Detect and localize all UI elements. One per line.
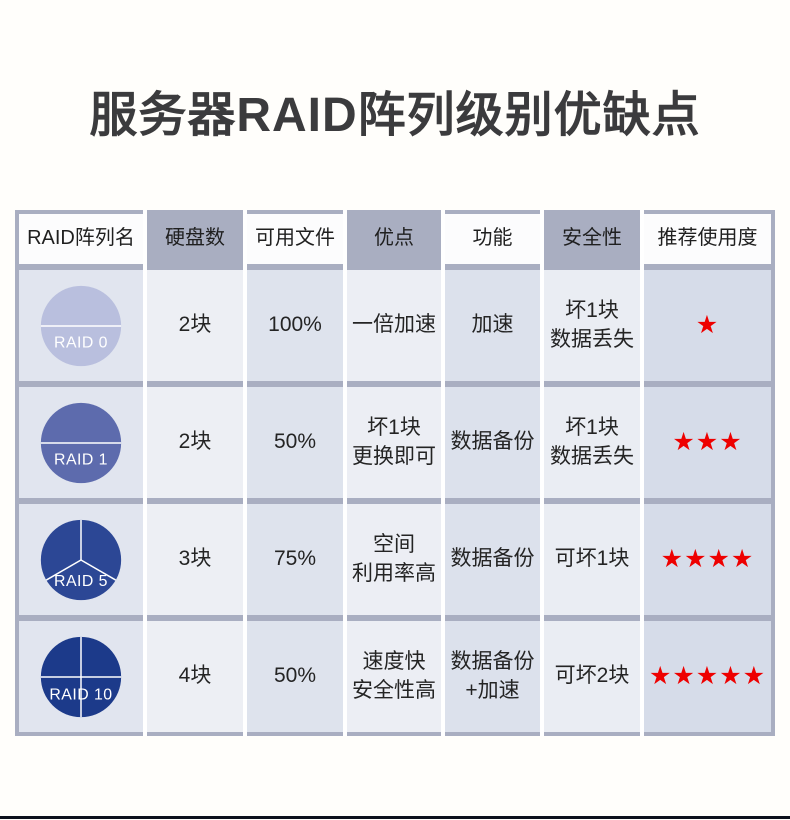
raid0-usable-cell: 100%: [247, 264, 343, 381]
raid10-advantage-cell: 速度快 安全性高: [347, 615, 441, 736]
raid0-function-cell: 加速: [445, 264, 540, 381]
raid0-advantage-cell: 一倍加速: [347, 264, 441, 381]
column-header-disk-count: 硬盘数: [147, 210, 243, 264]
svg-text:RAID 10: RAID 10: [49, 686, 112, 703]
column-header-recommendation: 推荐使用度: [644, 210, 771, 264]
raid5-disks-cell: 3块: [147, 498, 243, 615]
raid0-disks-cell: 2块: [147, 264, 243, 381]
svg-text:RAID 5: RAID 5: [54, 573, 108, 590]
column-header-function: 功能: [445, 210, 540, 264]
raid10-star-rating: ★★★★★: [644, 615, 771, 736]
table-row-raid10-name-cell: RAID 10: [19, 615, 143, 736]
raid1-star-rating: ★★★: [644, 381, 771, 498]
svg-text:RAID 1: RAID 1: [54, 451, 108, 468]
bottom-accent-bar: [0, 816, 790, 819]
raid0-star-rating: ★: [644, 264, 771, 381]
raid1-function-cell: 数据备份: [445, 381, 540, 498]
svg-text:RAID 0: RAID 0: [54, 334, 108, 351]
column-header-safety: 安全性: [544, 210, 640, 264]
column-header-advantage: 优点: [347, 210, 441, 264]
raid5-advantage-cell: 空间 利用率高: [347, 498, 441, 615]
table-row-raid1-name-cell: RAID 1: [19, 381, 143, 498]
raid1-disks-cell: 2块: [147, 381, 243, 498]
column-header-raid-name: RAID阵列名: [19, 210, 143, 264]
raid5-safety-cell: 可坏1块: [544, 498, 640, 615]
raid10-safety-cell: 可坏2块: [544, 615, 640, 736]
raid-5-disk-pie-icon: RAID 5: [40, 519, 122, 600]
raid-10-disk-pie-icon: RAID 10: [40, 636, 122, 717]
page-title: 服务器RAID阵列级别优缺点: [89, 89, 701, 142]
raid5-usable-cell: 75%: [247, 498, 343, 615]
raid10-function-cell: 数据备份 +加速: [445, 615, 540, 736]
raid5-star-rating: ★★★★: [644, 498, 771, 615]
raid-1-disk-pie-icon: RAID 1: [40, 402, 122, 483]
raid-comparison-table: RAID阵列名 硬盘数 可用文件 优点 功能 安全性 推荐使用度 RAID 0 …: [15, 210, 775, 736]
raid0-safety-cell: 坏1块 数据丢失: [544, 264, 640, 381]
raid1-safety-cell: 坏1块 数据丢失: [544, 381, 640, 498]
table-row-raid0-name-cell: RAID 0: [19, 264, 143, 381]
raid10-disks-cell: 4块: [147, 615, 243, 736]
raid-0-disk-pie-icon: RAID 0: [40, 285, 122, 366]
raid1-advantage-cell: 坏1块 更换即可: [347, 381, 441, 498]
raid5-function-cell: 数据备份: [445, 498, 540, 615]
raid10-usable-cell: 50%: [247, 615, 343, 736]
raid1-usable-cell: 50%: [247, 381, 343, 498]
table-row-raid5-name-cell: RAID 5: [19, 498, 143, 615]
column-header-usable: 可用文件: [247, 210, 343, 264]
